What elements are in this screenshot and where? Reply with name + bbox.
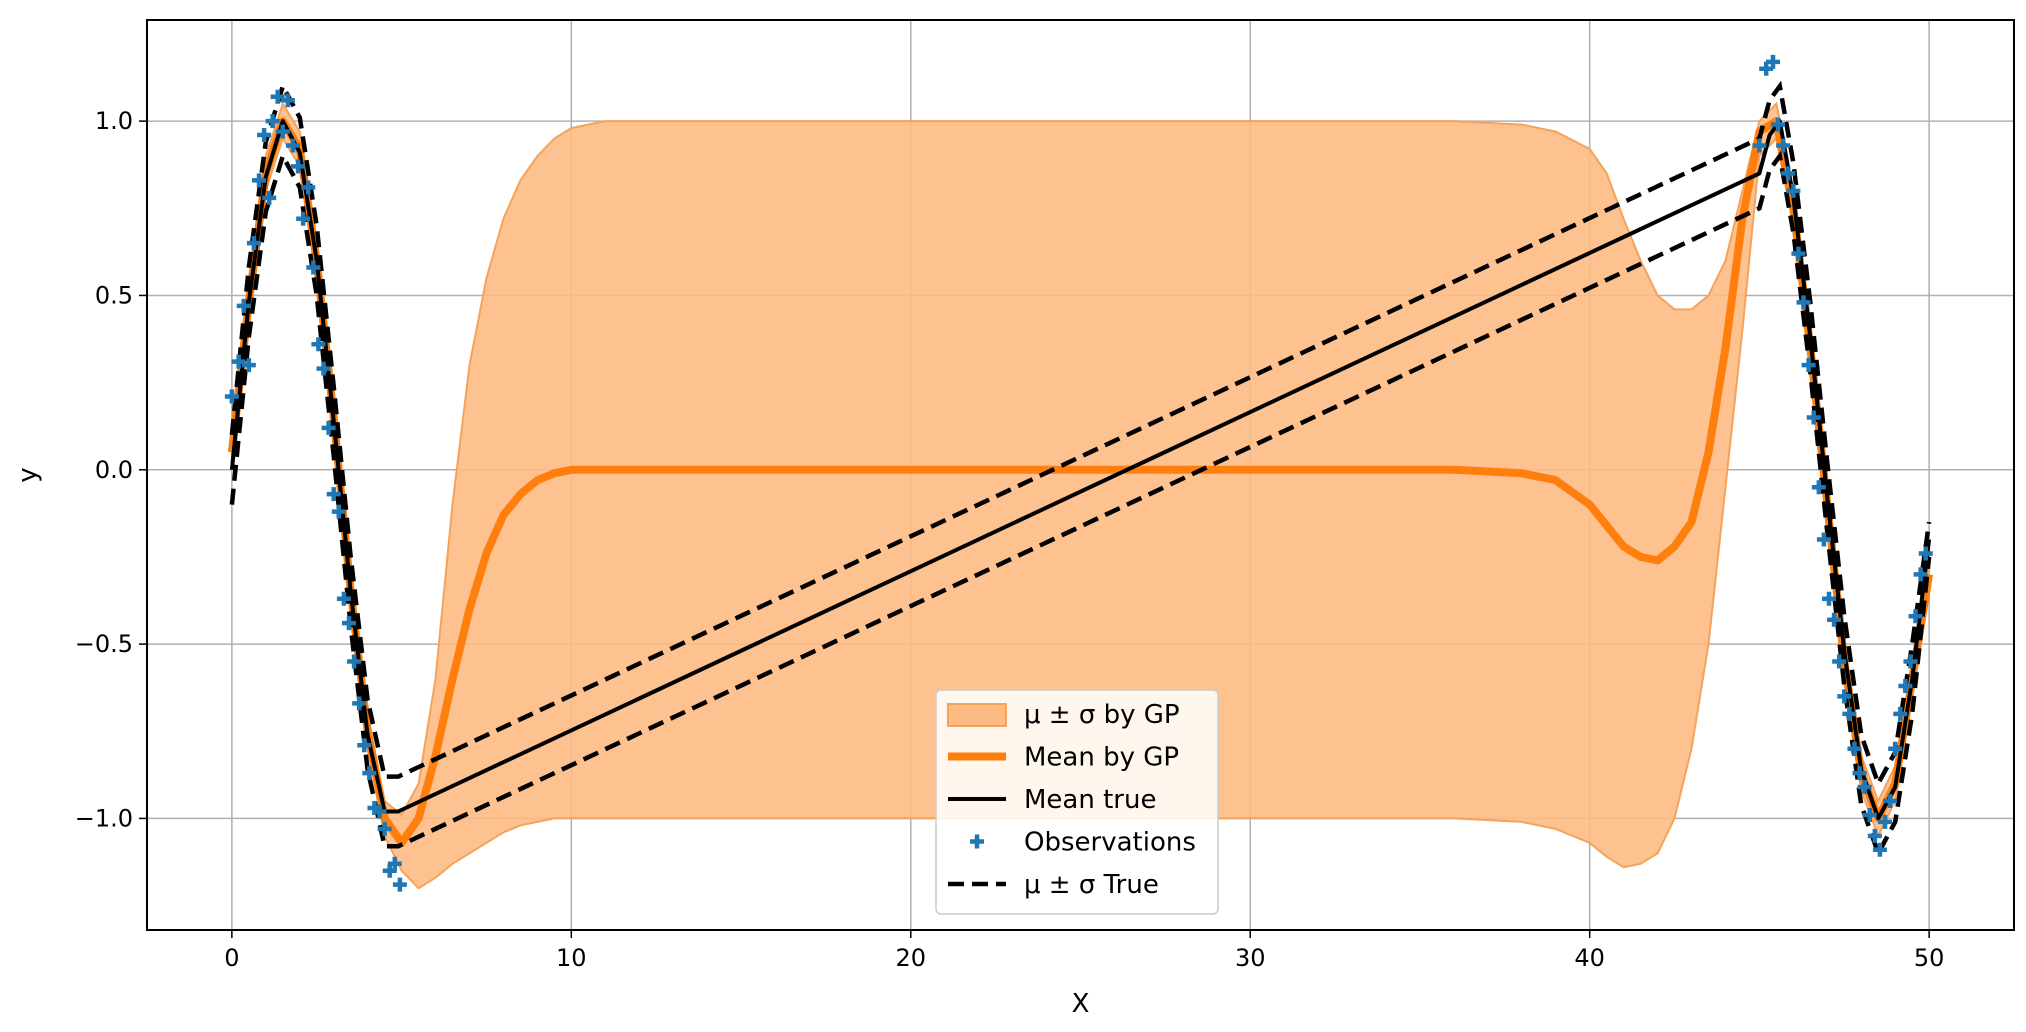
observation-point (321, 420, 336, 435)
observation-point (1827, 612, 1842, 627)
observation-point (1888, 741, 1903, 756)
observation-point (1878, 814, 1893, 829)
observation-point (1903, 654, 1918, 669)
x-tick-label: 40 (1574, 944, 1605, 972)
observation-point (1918, 546, 1933, 561)
observation-point (1883, 793, 1898, 808)
x-tick-label: 0 (224, 944, 239, 972)
legend-swatch-gp-band (947, 703, 1007, 727)
observation-point (1765, 54, 1780, 69)
observation-point (331, 504, 346, 519)
observation-point (1752, 138, 1767, 153)
observation-point (1908, 609, 1923, 624)
observation-point (1791, 246, 1806, 261)
observation-point (1832, 654, 1847, 669)
x-tick-label: 10 (556, 944, 587, 972)
legend-label: Mean true (1024, 785, 1156, 815)
x-tick-label: 50 (1914, 944, 1945, 972)
true-lower-path (229, 150, 1932, 859)
observation-point (275, 124, 290, 139)
observation-point (1898, 678, 1913, 693)
observation-point (357, 738, 372, 753)
observation-point (270, 89, 285, 104)
observation-point (316, 361, 331, 376)
x-tick-label: 30 (1235, 944, 1266, 972)
observation-point (336, 591, 351, 606)
observation-point (1842, 706, 1857, 721)
observation-point (372, 804, 387, 819)
observation-point (362, 766, 377, 781)
observation-point (231, 354, 246, 369)
legend-label: μ ± σ True (1024, 870, 1159, 900)
observation-point (280, 93, 295, 108)
y-axis-label: y (13, 467, 43, 482)
observation-point (387, 856, 402, 871)
x-axis-label: X (1072, 989, 1090, 1019)
observation-point (285, 138, 300, 153)
observation-point (1847, 741, 1862, 756)
observation-point (1913, 567, 1928, 582)
observation-point (241, 358, 256, 373)
y-tick-label: −1.0 (75, 804, 133, 832)
observation-point (291, 159, 306, 174)
observation-point (1811, 480, 1826, 495)
observation-point (1852, 766, 1867, 781)
observation-point (306, 260, 321, 275)
observation-point (1801, 358, 1816, 373)
observation-point (262, 190, 277, 205)
observation-point (296, 211, 311, 226)
observation-point (1776, 138, 1791, 153)
observation-point (236, 298, 251, 313)
y-tick-label: −0.5 (75, 630, 133, 658)
observation-point (252, 173, 267, 188)
axis-ticks: 0 10 20 30 40 50 −1.0 −0.5 0.0 0.5 1.0 (75, 107, 1945, 972)
y-tick-label: 0.5 (95, 281, 133, 309)
observation-point (1822, 591, 1836, 606)
observation-point (377, 821, 392, 836)
observation-point (224, 389, 239, 404)
legend-box (935, 689, 1219, 915)
observation-point (1771, 117, 1786, 132)
observation-point (392, 877, 407, 892)
true-upper-path (229, 80, 1932, 790)
observation-point (311, 337, 326, 352)
observation-point (1796, 295, 1811, 310)
legend-label: Observations (1024, 828, 1196, 858)
legend-label: Mean by GP (1024, 743, 1179, 773)
observation-point (1837, 689, 1852, 704)
x-tick-label: 20 (895, 944, 926, 972)
observation-point (301, 180, 316, 195)
plot-frame (146, 19, 2015, 931)
y-tick-label: 1.0 (95, 107, 133, 135)
observation-point (1806, 410, 1821, 425)
observation-point (257, 128, 272, 143)
observations-markers (224, 54, 1933, 892)
observation-point (246, 236, 261, 251)
observation-point (1786, 183, 1801, 198)
observation-point (326, 487, 341, 502)
observation-point (347, 654, 362, 669)
observation-point (1816, 532, 1831, 547)
observation-point (265, 114, 280, 129)
observation-point (1867, 828, 1882, 843)
legend: μ ± σ by GP Mean by GP Mean true Observatio… (935, 689, 1219, 915)
observation-point (1781, 166, 1796, 181)
observation-point (1872, 842, 1887, 857)
legend-label: μ ± σ by GP (1024, 700, 1180, 730)
observation-point (1862, 807, 1877, 822)
observation-point (1857, 780, 1872, 795)
legend-swatch-observations (970, 834, 984, 849)
observation-point (352, 696, 367, 711)
observation-point (341, 616, 356, 631)
observation-point (1893, 706, 1908, 721)
y-tick-label: 0.0 (95, 456, 133, 484)
